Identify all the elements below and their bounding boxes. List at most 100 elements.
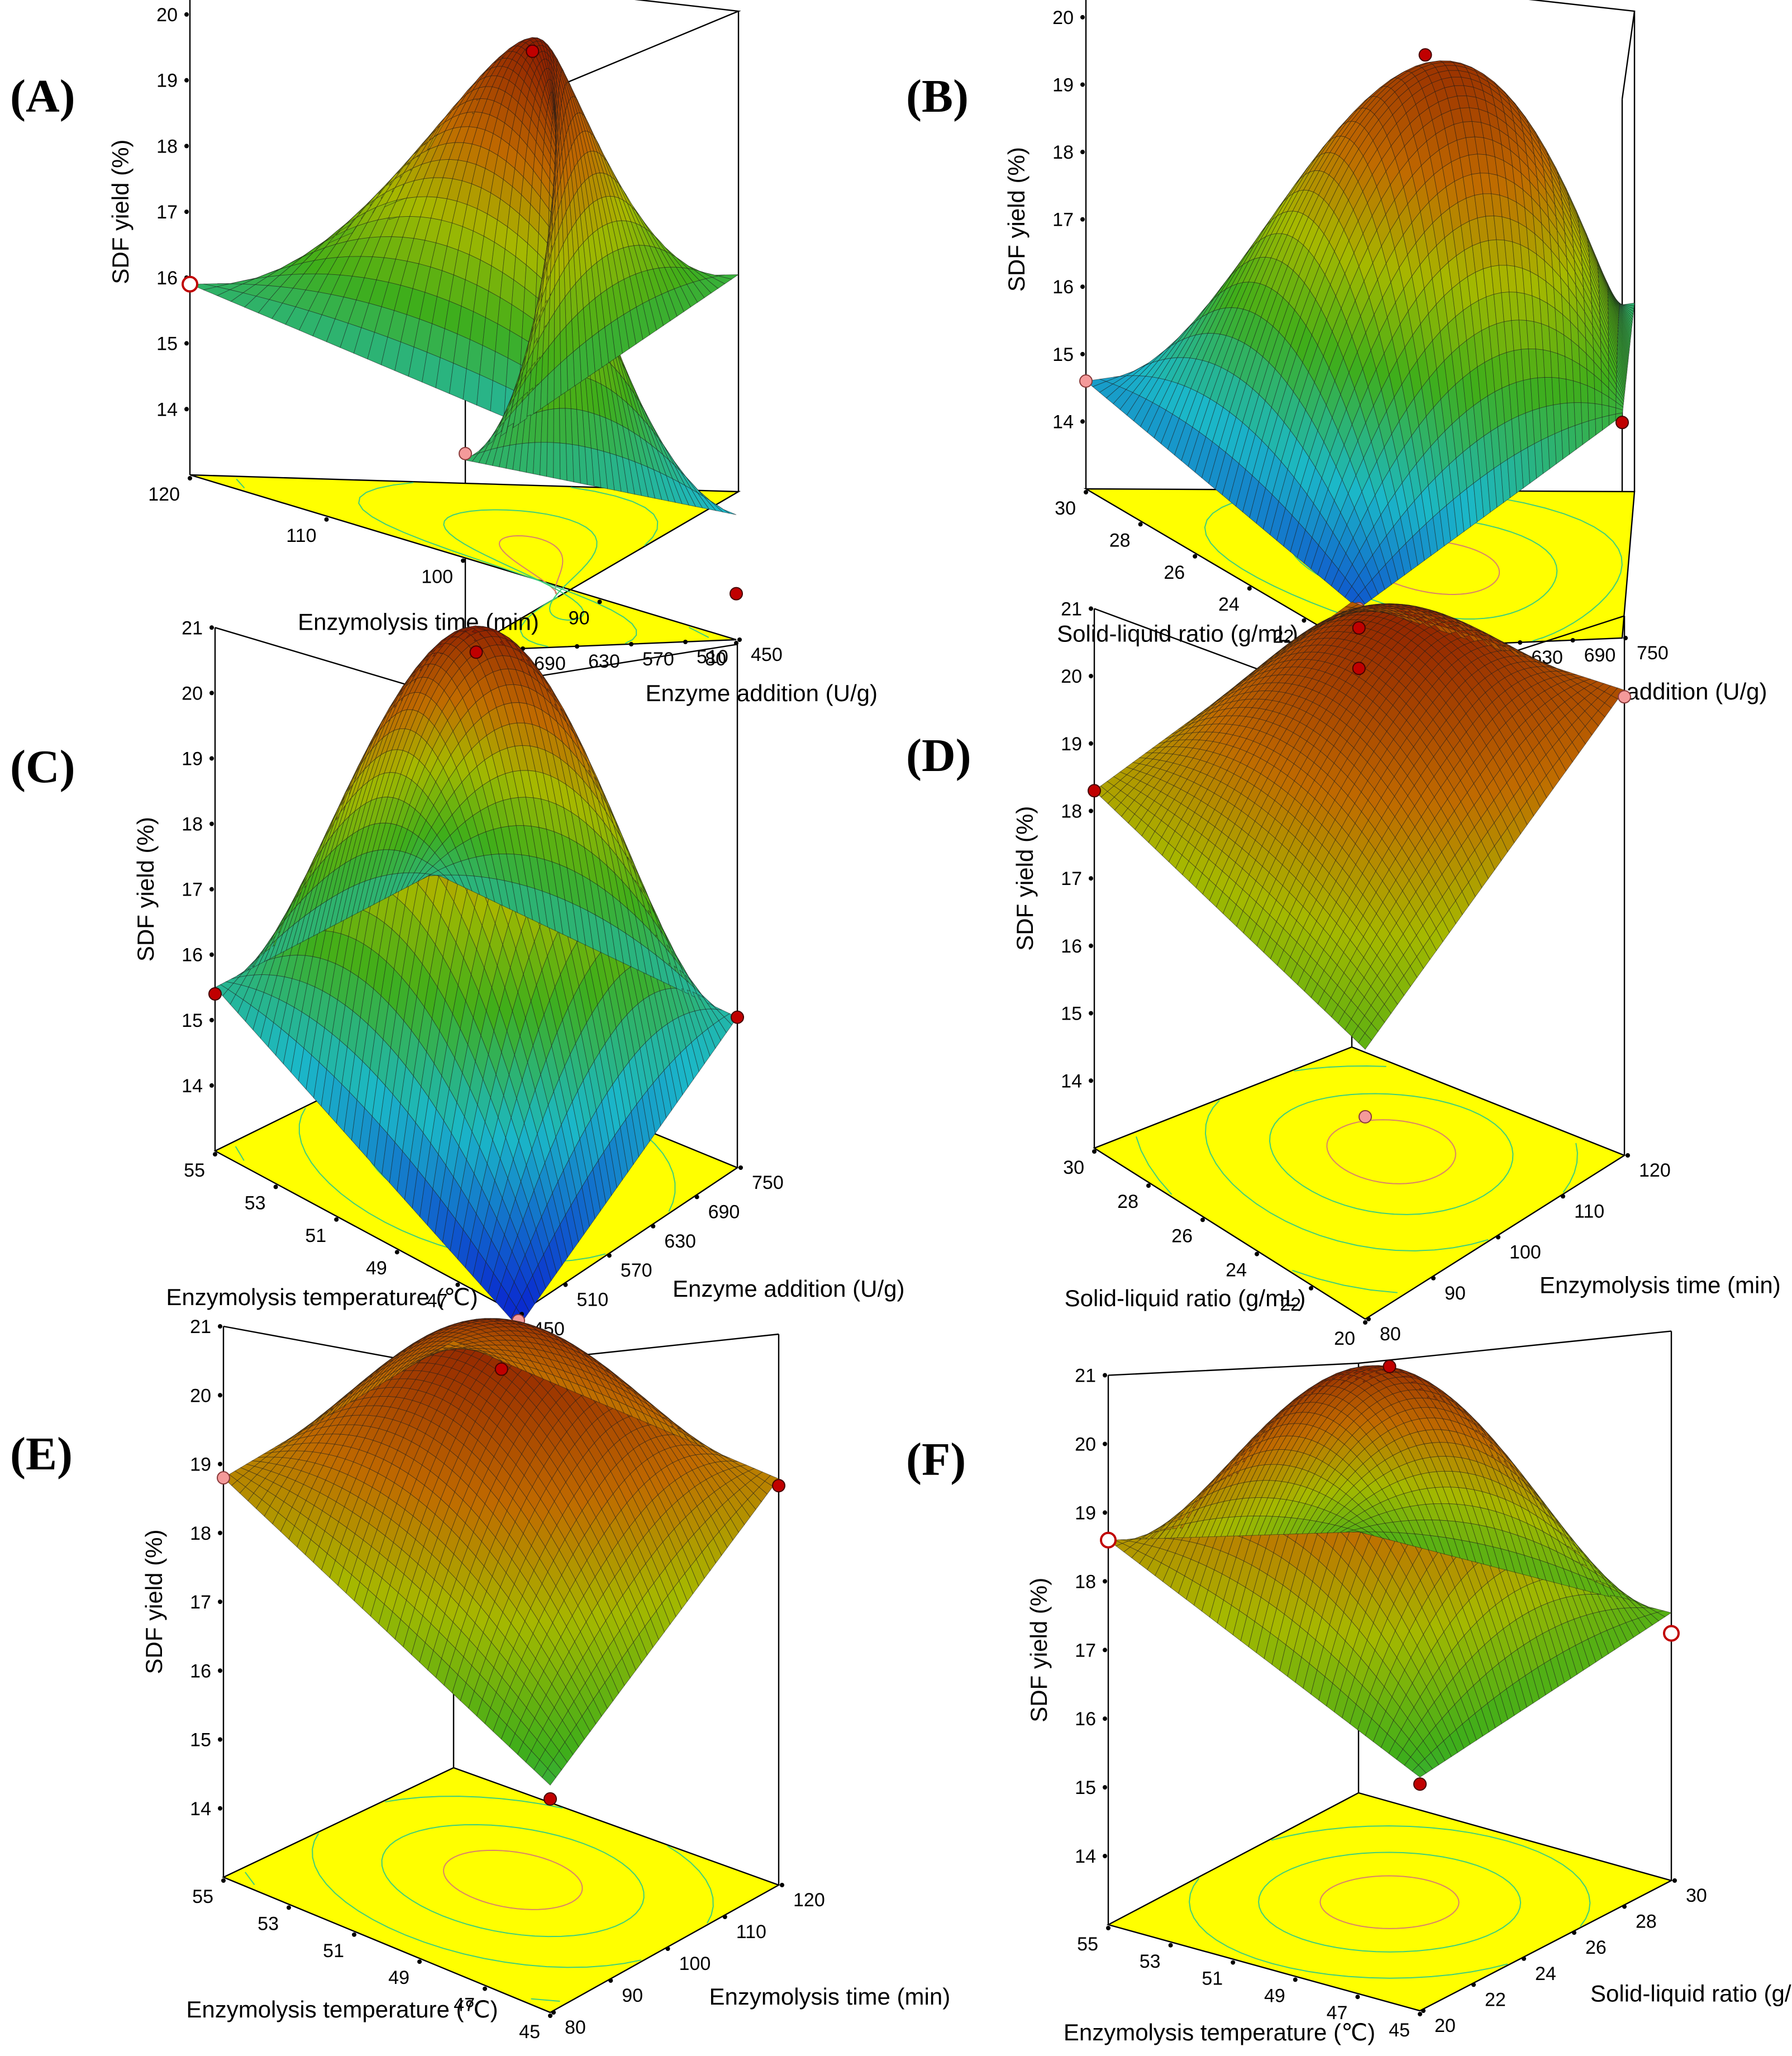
z-tick-label: 20 <box>156 4 178 26</box>
y-tick <box>1518 640 1522 645</box>
y-tick <box>563 1283 568 1287</box>
y-tick <box>738 1165 743 1170</box>
x-tick-label: 110 <box>286 525 316 546</box>
surface-cell <box>566 444 574 482</box>
y-tick <box>737 637 742 642</box>
z-axis-title: SDF yield (%) <box>1003 147 1030 292</box>
z-tick-label: 17 <box>182 879 203 901</box>
z-tick-label: 16 <box>156 268 178 289</box>
z-tick <box>209 691 214 695</box>
back-top-edge <box>1086 0 1634 99</box>
surface-cell <box>1609 414 1615 425</box>
y-tick <box>575 644 579 649</box>
y-tick-label: 750 <box>752 1172 784 1193</box>
z-tick-label: 15 <box>156 334 178 355</box>
surface-cell <box>1574 403 1582 426</box>
x-tick-label: 90 <box>569 607 590 629</box>
surface-cell <box>1595 417 1603 435</box>
z-tick <box>184 407 189 411</box>
figure: 1415161718192021120110100908045051057063… <box>0 0 1792 2014</box>
z-tick-label: 18 <box>156 136 178 157</box>
design-point <box>1616 416 1628 429</box>
y-tick <box>651 1224 655 1229</box>
x-tick-label: 24 <box>1218 594 1240 615</box>
surface-plot-b: 1415161718192021302826242220450510570630… <box>896 0 1790 693</box>
z-tick-label: 20 <box>182 683 203 704</box>
y-axis-title: Enzyme addition (U/g) <box>673 1276 905 1302</box>
surface-cell <box>560 443 567 480</box>
z-tick-label: 20 <box>1052 7 1074 28</box>
x-tick <box>598 599 602 604</box>
design-point <box>470 646 483 658</box>
z-tick <box>1080 150 1085 154</box>
panel-letter: (A) <box>10 70 75 122</box>
surface-cell <box>565 408 573 445</box>
x-tick-label: 120 <box>148 484 180 505</box>
x-tick <box>1247 586 1252 591</box>
z-tick-label: 19 <box>156 70 178 92</box>
z-tick <box>1080 82 1085 87</box>
y-tick-label: 630 <box>588 651 620 672</box>
response-surface <box>215 626 737 1327</box>
surface-cell <box>1602 404 1609 417</box>
x-tick-label: 100 <box>421 567 453 588</box>
z-axis-title: SDF yield (%) <box>132 817 159 962</box>
z-tick-label: 14 <box>156 399 178 420</box>
surface-cell <box>1588 403 1595 421</box>
y-tick-label: 750 <box>1637 642 1669 664</box>
z-tick <box>1080 217 1085 222</box>
x-tick <box>461 559 465 563</box>
surface-cell <box>1565 356 1574 381</box>
z-tick <box>209 822 214 826</box>
z-tick-label: 19 <box>1052 74 1074 96</box>
z-tick-label: 17 <box>156 202 178 223</box>
y-tick <box>1571 638 1575 642</box>
x-tick <box>1084 490 1088 494</box>
x-tick-label: 30 <box>1055 498 1076 519</box>
design-point <box>459 448 471 460</box>
z-tick-label: 16 <box>182 945 203 966</box>
surface-cell <box>1595 404 1602 420</box>
x-tick <box>213 1152 217 1156</box>
surface-cell <box>1560 403 1568 431</box>
z-tick-label: 19 <box>182 748 203 769</box>
z-tick <box>209 953 214 957</box>
y-tick <box>683 640 688 644</box>
surface-cell <box>554 408 560 443</box>
z-tick-label: 18 <box>182 814 203 835</box>
x-tick <box>395 1250 399 1254</box>
surface-cell <box>554 363 561 400</box>
x-tick <box>325 517 329 522</box>
z-tick <box>184 210 189 214</box>
surface-cell <box>566 320 573 358</box>
design-point <box>526 45 538 58</box>
z-tick <box>184 12 189 17</box>
x-tick-label: 28 <box>1109 530 1131 551</box>
surface-cell <box>560 326 567 363</box>
z-tick <box>1080 15 1085 20</box>
y-tick <box>629 642 633 646</box>
surface-cell <box>477 374 493 411</box>
design-point <box>731 1011 744 1024</box>
x-tick <box>1193 554 1197 559</box>
y-tick-label: 570 <box>621 1260 652 1281</box>
design-point <box>1419 49 1432 61</box>
z-tick <box>209 625 214 630</box>
response-surface <box>190 37 738 515</box>
z-tick-label: 15 <box>182 1010 203 1031</box>
surface-cell <box>1602 416 1609 430</box>
surface-cell <box>1573 381 1581 403</box>
y-tick-label: 510 <box>576 1289 608 1311</box>
surface-cell <box>567 352 575 391</box>
x-axis-title: Enzymolysis temperature (℃) <box>166 1284 478 1310</box>
x-tick <box>1138 522 1143 526</box>
surface-cell <box>1569 426 1576 455</box>
design-point <box>209 988 221 1000</box>
surface-cell <box>1562 428 1570 459</box>
z-tick-label: 18 <box>1052 142 1074 163</box>
x-tick-label: 49 <box>366 1258 387 1279</box>
surface-cell <box>547 442 554 478</box>
z-tick <box>1080 419 1085 423</box>
y-tick-label: 450 <box>751 644 783 665</box>
